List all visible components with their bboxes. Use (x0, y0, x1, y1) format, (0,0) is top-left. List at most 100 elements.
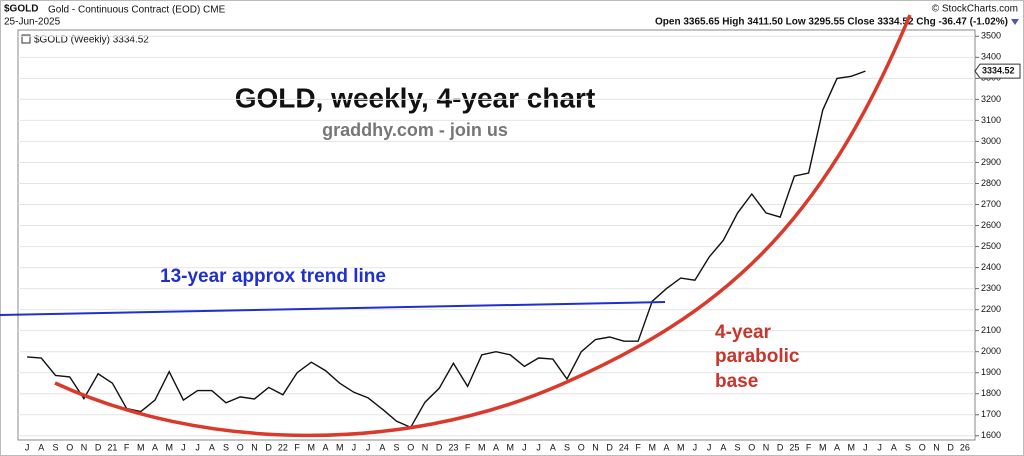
x-tick-label: O (748, 442, 755, 452)
x-tick-label: M (506, 442, 514, 452)
trend-line (0, 301, 666, 316)
symbol: $GOLD (4, 4, 38, 15)
x-tick-label: 21 (107, 442, 117, 452)
y-tick-label: 2300 (981, 283, 1001, 293)
x-tick-label: D (777, 442, 784, 452)
x-tick-label: M (137, 442, 145, 452)
x-tick-label: J (693, 442, 698, 452)
x-tick-label: J (195, 442, 200, 452)
x-tick-label: N (251, 442, 258, 452)
x-tick-label: J (707, 442, 712, 452)
x-tick-label: M (677, 442, 685, 452)
x-tick-label: M (336, 442, 344, 452)
x-tick-label: N (592, 442, 599, 452)
x-tick-label: A (891, 442, 897, 452)
x-tick-label: D (606, 442, 613, 452)
x-tick-label: S (735, 442, 741, 452)
x-tick-label: A (550, 442, 556, 452)
base-label: base (715, 371, 758, 392)
x-tick-label: M (478, 442, 486, 452)
x-tick-label: A (834, 442, 840, 452)
x-tick-label: J (522, 442, 527, 452)
y-tick-label: 2700 (981, 199, 1001, 209)
x-tick-label: F (465, 442, 471, 452)
price-label: 3334.52 (982, 65, 1015, 75)
x-tick-label: M (308, 442, 316, 452)
x-tick-label: O (578, 442, 585, 452)
x-tick-label: M (165, 442, 173, 452)
x-tick-label: S (905, 442, 911, 452)
y-tick-label: 3500 (981, 31, 1001, 41)
chart-title: GOLD, weekly, 4-year chart (235, 82, 596, 113)
down-arrow (1011, 19, 1019, 25)
price-box (974, 63, 1021, 79)
x-tick-label: S (564, 442, 570, 452)
y-tick-label: 2500 (981, 241, 1001, 251)
x-tick-label: A (493, 442, 499, 452)
x-tick-label: A (38, 442, 44, 452)
x-tick-label: J (366, 442, 371, 452)
x-tick-label: J (352, 442, 357, 452)
x-tick-label: 24 (619, 442, 629, 452)
y-tick-label: 3100 (981, 115, 1001, 125)
x-tick-label: J (25, 442, 30, 452)
base-label: parabolic (715, 346, 800, 367)
x-tick-label: M (649, 442, 657, 452)
x-tick-label: S (223, 442, 229, 452)
x-tick-label: O (237, 442, 244, 452)
y-tick-label: 2900 (981, 157, 1001, 167)
description: Gold - Continuous Contract (EOD) CME (48, 5, 226, 16)
y-tick-label: 3400 (981, 52, 1001, 62)
x-tick-label: D (947, 442, 954, 452)
x-tick-label: A (322, 442, 328, 452)
price-line (27, 70, 866, 429)
x-tick-label: S (53, 442, 59, 452)
x-tick-label: J (181, 442, 186, 452)
y-tick-label: 2200 (981, 304, 1001, 314)
y-tick-label: 1600 (981, 430, 1001, 440)
x-tick-label: 23 (448, 442, 458, 452)
x-tick-label: J (863, 442, 868, 452)
y-tick-label: 1800 (981, 388, 1001, 398)
parabolic-curve (54, 14, 912, 438)
y-tick-label: 1700 (981, 409, 1001, 419)
y-tick-label: 2400 (981, 262, 1001, 272)
x-tick-label: N (422, 442, 429, 452)
date: 25-Jun-2025 (4, 17, 61, 28)
y-tick-label: 1900 (981, 367, 1001, 377)
y-tick-label: 2000 (981, 346, 1001, 356)
y-tick-label: 2800 (981, 178, 1001, 188)
plot-area (17, 29, 976, 441)
x-tick-label: F (635, 442, 641, 452)
x-tick-label: N (81, 442, 88, 452)
x-tick-label: O (919, 442, 926, 452)
y-tick-label: 2600 (981, 220, 1001, 230)
x-tick-label: A (720, 442, 726, 452)
x-tick-label: M (819, 442, 827, 452)
x-tick-label: A (379, 442, 385, 452)
base-label: 4-year (715, 322, 772, 343)
trend-label: 13-year approx trend line (160, 266, 386, 287)
x-tick-label: D (95, 442, 102, 452)
x-tick-label: 25 (789, 442, 799, 452)
x-tick-label: J (536, 442, 541, 452)
x-tick-label: S (394, 442, 400, 452)
x-tick-label: O (407, 442, 414, 452)
x-tick-label: O (66, 442, 73, 452)
x-tick-label: D (265, 442, 272, 452)
y-tick-label: 3200 (981, 94, 1001, 104)
quote: Open 3365.65 High 3411.50 Low 3295.55 Cl… (655, 17, 1008, 28)
x-tick-label: J (877, 442, 882, 452)
x-tick-label: M (847, 442, 855, 452)
x-tick-label: A (663, 442, 669, 452)
y-tick-label: 3000 (981, 136, 1001, 146)
x-tick-label: 22 (278, 442, 288, 452)
x-tick-label: A (209, 442, 215, 452)
legend: $GOLD (Weekly) 3334.52 (34, 35, 149, 46)
x-tick-label: 26 (960, 442, 970, 452)
x-tick-label: F (806, 442, 812, 452)
x-tick-label: N (763, 442, 770, 452)
x-tick-label: F (294, 442, 300, 452)
x-tick-label: F (124, 442, 130, 452)
